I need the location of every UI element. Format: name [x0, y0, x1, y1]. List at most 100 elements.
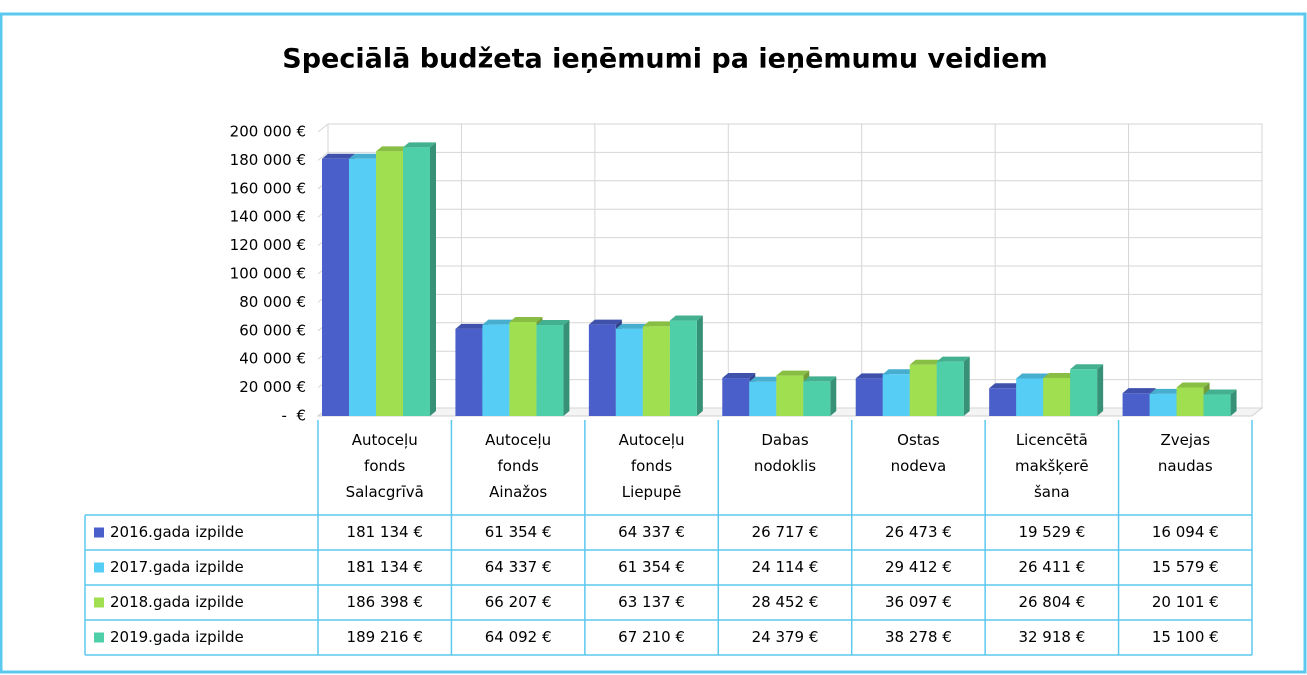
bar-top: [1016, 373, 1050, 379]
y-tick-label: 20 000 €: [239, 378, 306, 396]
bar: [882, 374, 910, 416]
bar: [803, 381, 831, 416]
data-label: 24 114 €: [752, 558, 819, 576]
x-tick-label: Zvejas naudas: [1158, 431, 1213, 475]
data-label: 64 337 €: [618, 523, 685, 541]
data-label: 26 473 €: [885, 523, 952, 541]
y-tick-label: 40 000 €: [239, 350, 306, 368]
y-tick-label: 200 000 €: [230, 123, 306, 141]
bar: [349, 158, 376, 416]
data-label: 29 412 €: [885, 558, 952, 576]
bar-side: [963, 356, 970, 416]
bar: [936, 361, 964, 416]
data-label: 28 452 €: [752, 593, 819, 611]
data-label: 61 354 €: [485, 523, 552, 541]
data-label: 61 354 €: [618, 558, 685, 576]
bar-top: [1122, 388, 1156, 394]
x-tick-label: Autoceļu fonds Liepupē: [619, 431, 685, 501]
grid-line: [317, 123, 329, 133]
bar-top: [642, 321, 676, 327]
x-tick-label: Autoceļu fonds Ainažos: [485, 431, 551, 501]
bar: [615, 328, 643, 416]
x-tick-label: Autoceļu fonds Salacgrīvā: [346, 431, 424, 501]
bar-top: [882, 369, 916, 375]
bar-top: [1149, 388, 1183, 394]
bar-top: [1070, 364, 1104, 370]
data-label: 189 216 €: [347, 628, 423, 646]
bar-top: [936, 356, 970, 362]
bar: [909, 364, 937, 416]
legend-swatch: [94, 527, 104, 538]
bar-side: [563, 319, 570, 416]
bar-side: [830, 376, 837, 416]
legend-label: 2016.gada izpilde: [110, 523, 244, 541]
data-label: 63 137 €: [618, 593, 685, 611]
data-label: 19 529 €: [1018, 523, 1085, 541]
bar: [376, 151, 403, 417]
bar: [1016, 378, 1044, 416]
data-label: 26 717 €: [752, 523, 819, 541]
bar: [455, 328, 483, 416]
bar: [1203, 394, 1231, 416]
data-label: 181 134 €: [347, 558, 423, 576]
bar: [642, 326, 670, 416]
data-label: 20 101 €: [1152, 593, 1219, 611]
bar-top: [909, 359, 943, 365]
bar: [776, 375, 804, 416]
data-label: 64 092 €: [485, 628, 552, 646]
legend-swatch: [94, 562, 104, 573]
y-tick-label: 120 000 €: [230, 236, 306, 254]
bar: [588, 324, 616, 416]
legend-label: 2019.gada izpilde: [110, 628, 244, 646]
bar-top: [322, 153, 355, 159]
bar-top: [803, 376, 837, 382]
y-tick-label: - €: [282, 407, 307, 425]
bar-top: [1043, 372, 1077, 378]
bar-top: [588, 319, 622, 325]
bar-side: [1097, 364, 1104, 416]
bar: [1122, 393, 1150, 416]
bar: [1176, 387, 1204, 416]
data-label: 36 097 €: [885, 593, 952, 611]
data-label: 67 210 €: [618, 628, 685, 646]
legend-swatch: [94, 597, 104, 608]
y-tick-label: 140 000 €: [230, 208, 306, 226]
bar-top: [1203, 389, 1237, 395]
bar: [722, 378, 750, 416]
data-label: 32 918 €: [1018, 628, 1085, 646]
data-label: 66 207 €: [485, 593, 552, 611]
bar-side: [430, 142, 436, 416]
y-tick-label: 180 000 €: [230, 151, 306, 169]
bar-top: [749, 376, 783, 382]
data-label: 26 804 €: [1018, 593, 1085, 611]
x-tick-label: Ostas nodeva: [891, 431, 947, 475]
y-tick-label: 60 000 €: [239, 321, 306, 339]
data-label: 186 398 €: [347, 593, 423, 611]
legend-label: 2018.gada izpilde: [110, 593, 244, 611]
bar: [482, 324, 510, 416]
bar: [536, 324, 564, 416]
bar: [1043, 377, 1071, 416]
y-tick-label: 80 000 €: [239, 293, 306, 311]
data-label: 181 134 €: [347, 523, 423, 541]
data-label: 15 579 €: [1152, 558, 1219, 576]
bar: [749, 381, 777, 416]
bar: [403, 147, 430, 416]
x-tick-label: Dabas nodoklis: [754, 431, 816, 475]
y-tick-label: 160 000 €: [230, 179, 306, 197]
bar: [1149, 393, 1177, 416]
data-label: 26 411 €: [1018, 558, 1085, 576]
bar-top: [776, 370, 810, 376]
data-label: 38 278 €: [885, 628, 952, 646]
bar-top: [509, 316, 543, 322]
bar: [322, 158, 349, 416]
bar: [1070, 369, 1098, 416]
data-label: 15 100 €: [1152, 628, 1219, 646]
bar-top: [1176, 382, 1210, 388]
bar-top: [722, 373, 756, 379]
bar-top: [376, 146, 409, 152]
x-tick-label: Licencētā makšķerē šana: [1015, 431, 1089, 501]
bar-top: [669, 315, 703, 321]
legend-swatch: [94, 632, 104, 643]
